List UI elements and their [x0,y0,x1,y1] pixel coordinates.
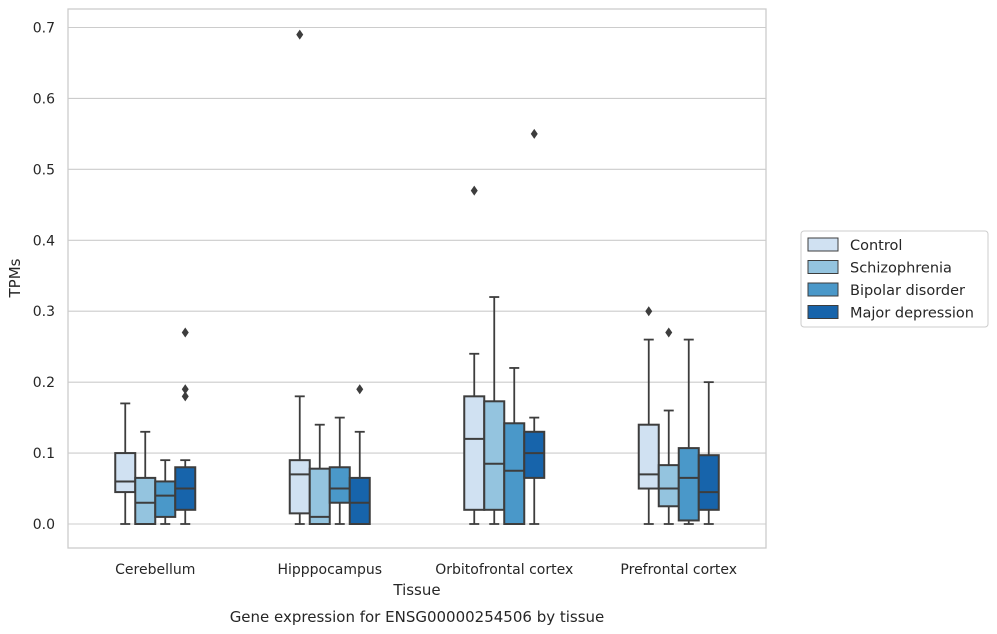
x-axis-label: Tissue [392,581,440,599]
outlier-point [181,327,189,338]
outlier-point [181,384,189,395]
x-tick-label: Orbitofrontal cortex [435,562,573,578]
outlier-point [470,185,478,196]
y-tick-label: 0.1 [33,446,55,462]
legend-swatch [807,282,839,297]
legend-item: Schizophrenia [807,260,952,277]
legend-swatch [807,305,839,319]
legend-item: Bipolar disorder [807,282,965,299]
box-iqr [154,480,177,518]
legend-label: Control [850,238,902,254]
y-tick-label: 0.0 [33,517,55,533]
box-3-0 [174,327,197,525]
box-3-1 [348,384,371,525]
y-tick-label: 0.7 [33,21,55,37]
box-2-0 [154,459,177,525]
box-iqr [288,459,311,515]
y-tick-label: 0.2 [33,375,55,391]
box-iqr [463,395,486,511]
plot-frame [67,8,767,549]
box-iqr [348,476,371,525]
box-iqr [114,452,137,494]
outlier-point [530,128,538,139]
x-tick-label: Cerebellum [115,562,195,578]
x-tick-label: Prefrontal cortex [620,562,737,578]
outlier-point [181,391,189,402]
y-axis-ticks: 0.0 0.1 0.2 0.3 0.4 0.5 0.6 0.7 [33,21,55,534]
plot-boxes [114,29,720,526]
legend-frame [800,230,989,328]
box-3-2 [523,128,546,525]
box-iqr [637,423,660,490]
box-3-3 [697,381,720,525]
y-tick-label: 0.6 [33,91,55,107]
x-tick-label: Hipppocampus [277,562,382,578]
box-iqr [523,430,546,479]
box-0-2 [463,185,486,525]
box-0-3 [637,306,660,525]
y-tick-label: 0.3 [33,304,55,320]
box-1-0 [134,430,157,525]
box-0-1 [288,29,311,525]
box-iqr [503,422,526,526]
y-tick-label: 0.5 [33,162,55,178]
box-iqr [134,476,157,525]
box-iqr [677,447,700,522]
legend-label: Bipolar disorder [850,283,965,299]
box-2-2 [503,367,526,526]
legend-swatch [807,260,839,274]
legend: Control Schizophrenia Bipolar disorder Majo… [800,230,989,328]
y-tick-label: 0.4 [33,233,55,249]
legend-label: Schizophrenia [850,261,952,277]
box-0-0 [114,402,137,525]
outlier-point [645,306,653,317]
y-axis-label: TPMs [6,258,24,298]
box-1-3 [657,327,680,525]
legend-item: Major depression [807,305,974,322]
legend-item: Control [807,237,902,254]
box-2-1 [328,416,351,525]
box-1-1 [308,423,331,526]
outlier-point [356,384,364,395]
box-iqr [657,464,680,508]
box-iqr [308,467,331,526]
outlier-point [665,327,673,338]
box-iqr [328,466,351,504]
x-axis-ticks: Cerebellum Hipppocampus Orbitofrontal cort… [115,562,737,578]
box-1-2 [483,296,506,525]
outlier-point [296,29,304,40]
box-iqr [697,454,720,511]
box-iqr [483,400,506,511]
grid-lines [68,26,766,525]
legend-label: Major depression [850,306,974,322]
legend-swatch [807,237,839,252]
chart-caption: Gene expression for ENSG00000254506 by t… [230,608,605,626]
box-2-3 [677,338,700,525]
